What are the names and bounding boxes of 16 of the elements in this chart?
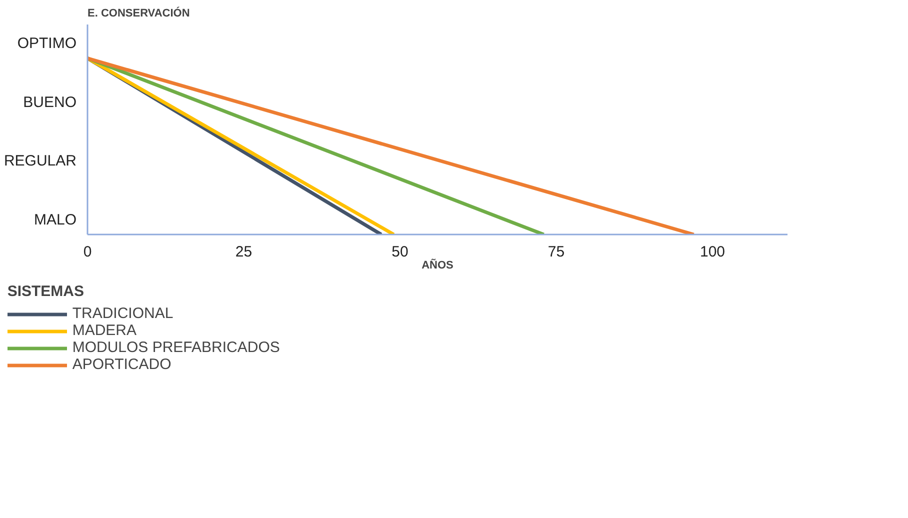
legend-label: MODULOS PREFABRICADOS (72, 339, 280, 356)
x-axis-title: AÑOS (422, 258, 454, 272)
text: BUENO (23, 94, 76, 111)
x-tick-label: 50 (392, 244, 408, 260)
y-axis-title: E. CONSERVACIÓN (88, 6, 190, 20)
legend-label: MADERA (72, 322, 137, 339)
text: REGULAR (4, 152, 77, 170)
legend-title: SISTEMAS (7, 283, 86, 300)
x-tick-label: 0 (83, 244, 92, 260)
legend-label: TRADICIONAL (72, 305, 174, 322)
x-tick-label: 100 (700, 244, 726, 260)
x-tick-label: 75 (548, 244, 565, 260)
legend-label: APORTICADO (72, 356, 172, 373)
text: MALO (34, 211, 77, 228)
text: OPTIMO (17, 35, 77, 52)
x-tick-label: 25 (235, 244, 252, 260)
